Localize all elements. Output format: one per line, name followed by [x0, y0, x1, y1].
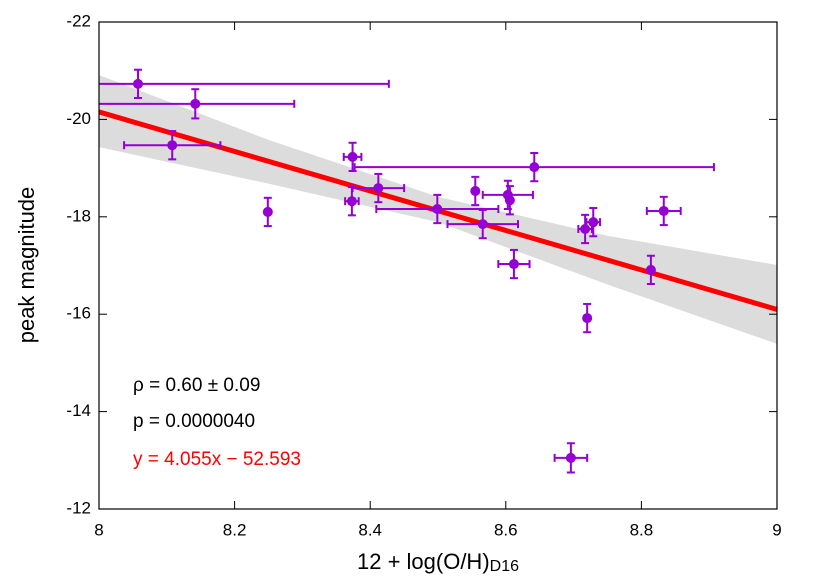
x-axis-label: 12 + log(O/H)D16 — [357, 549, 519, 575]
point — [346, 196, 357, 207]
point-group — [470, 175, 481, 207]
x-axis-label-main: 12 + log(O/H) — [357, 549, 490, 574]
y-tick-label: -16 — [66, 304, 91, 323]
point-group — [446, 208, 520, 240]
x-tick-label: 8 — [94, 520, 103, 539]
plot-frame — [98, 21, 778, 510]
point-group — [553, 442, 589, 474]
plot-area — [99, 68, 777, 474]
point-group — [99, 88, 296, 120]
point — [588, 217, 599, 228]
point-group — [582, 302, 593, 334]
point — [477, 219, 488, 230]
point — [565, 452, 576, 463]
point-group — [645, 254, 656, 286]
x-axis-label-sub: D16 — [490, 558, 519, 575]
point — [132, 78, 143, 89]
fit-label: y = 4.055x − 52.593 — [133, 449, 301, 470]
x-tick-label: 8.2 — [223, 520, 247, 539]
point — [167, 140, 178, 151]
x-tick-label: 8.4 — [358, 520, 382, 539]
point — [262, 206, 273, 217]
point — [658, 205, 669, 216]
x-tick-label: 8.8 — [630, 520, 654, 539]
point — [347, 151, 358, 162]
point — [470, 185, 481, 196]
point-group — [351, 172, 406, 204]
annotation: ρ = 0.60 ± 0.09 — [133, 375, 260, 396]
y-tick-label: -14 — [66, 401, 91, 420]
point-group — [585, 207, 602, 238]
point — [373, 183, 384, 194]
y-axis-label: peak magnitude — [14, 187, 39, 344]
point-group — [342, 141, 363, 173]
point — [645, 264, 656, 275]
y-tick-label: -22 — [66, 11, 91, 30]
x-tick-label: 8.6 — [494, 520, 518, 539]
point — [508, 259, 519, 270]
point — [432, 204, 443, 215]
point-group — [504, 185, 515, 216]
y-tick-label: -20 — [66, 109, 91, 128]
point-group — [262, 196, 273, 228]
point-group — [353, 152, 715, 183]
point — [582, 313, 593, 324]
point — [529, 162, 540, 173]
point-group — [99, 68, 390, 99]
point-group — [645, 195, 682, 227]
point-group — [375, 193, 500, 225]
annotation: p = 0.0000040 — [133, 411, 255, 432]
point — [190, 98, 201, 109]
y-tick-label: -12 — [66, 498, 91, 517]
x-tick-label: 9 — [772, 520, 781, 539]
point-group — [123, 130, 222, 161]
point-group — [497, 248, 531, 280]
point — [580, 223, 591, 234]
y-tick-label: -18 — [66, 206, 91, 225]
point — [504, 195, 515, 206]
